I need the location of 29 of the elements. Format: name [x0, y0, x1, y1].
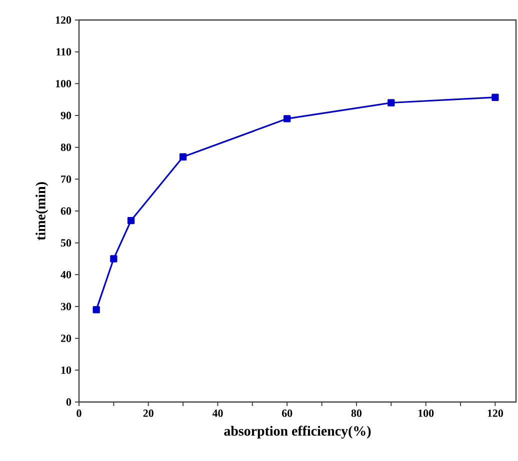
x-tick-label: 80: [351, 410, 362, 417]
y-tick-label: 10: [61, 366, 72, 374]
y-tick-label: 40: [60, 270, 72, 278]
y-tick-label: 50: [60, 239, 72, 247]
x-tick-label: 0: [76, 410, 82, 417]
y-tick-label: 60: [60, 207, 72, 215]
point: [110, 255, 118, 262]
y-tick-label: 80: [60, 144, 72, 152]
x-tick-label: 120: [488, 410, 503, 417]
x-tick-label: 40: [212, 410, 223, 417]
y-axis-title: time(min): [36, 182, 48, 240]
y-tick-label: 70: [61, 175, 72, 183]
point: [92, 306, 100, 314]
point: [388, 99, 395, 106]
y-tick-label: 30: [60, 302, 72, 310]
y-tick-label: 90: [60, 112, 72, 120]
x-tick-label: 100: [418, 410, 434, 417]
y-tick-label: 120: [56, 16, 72, 24]
y-tick-label: 110: [56, 48, 72, 56]
x-tick-label: 20: [143, 410, 154, 417]
y-tick-label: 20: [60, 334, 72, 342]
point: [127, 216, 135, 224]
point: [492, 94, 499, 101]
point: [179, 153, 187, 160]
y-tick-label: 0: [66, 398, 72, 406]
x-tick-label: 60: [282, 410, 292, 417]
x-axis-title: absorption efficiency(%): [224, 426, 371, 439]
y-tick-label: 100: [56, 80, 72, 88]
point: [284, 115, 291, 122]
